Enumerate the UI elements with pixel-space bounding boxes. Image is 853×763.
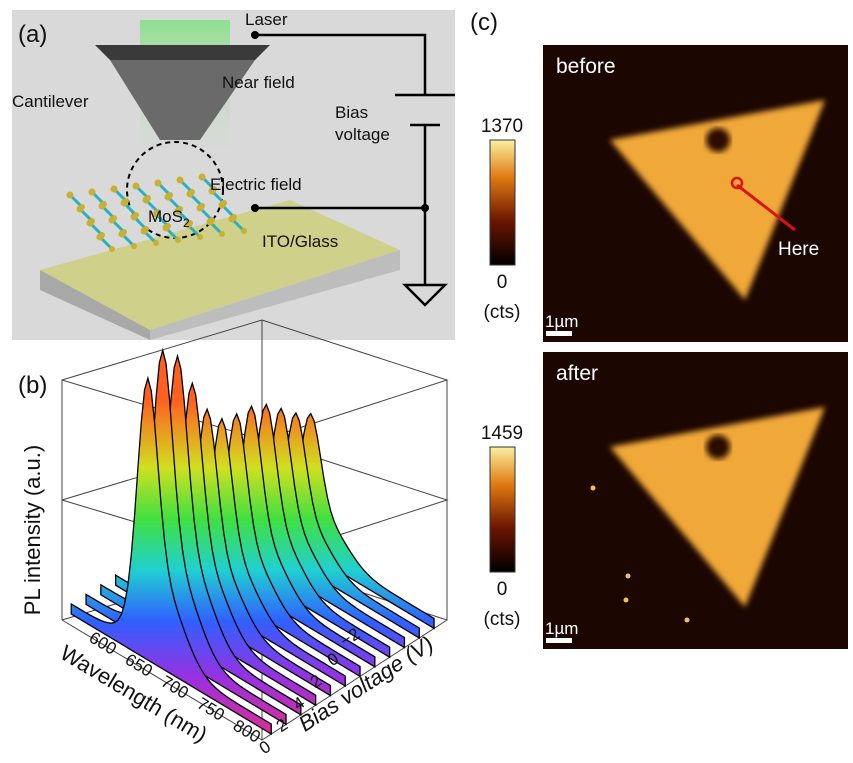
atom	[164, 193, 172, 201]
marker-label: Here	[778, 239, 819, 260]
flake	[610, 100, 825, 300]
atom	[228, 215, 236, 223]
atom	[208, 187, 216, 195]
colorbar-max: 1370	[481, 116, 523, 137]
image-title: after	[556, 362, 598, 385]
atom	[184, 221, 192, 229]
cantilever-top	[95, 45, 270, 60]
panel-label: (a)	[18, 21, 47, 48]
spectrum	[70, 375, 272, 736]
colorbar-unit: (cts)	[484, 302, 521, 323]
defect	[706, 128, 730, 152]
atom	[76, 205, 84, 213]
atom	[162, 224, 170, 232]
label: Electric field	[210, 175, 302, 194]
atom	[131, 243, 137, 249]
atom	[140, 227, 148, 235]
images: before 1µm 1370 0 (cts) after 1µm 1459 0 (cts) Her…	[481, 45, 848, 649]
atom	[152, 210, 160, 218]
z-tick-label: 0	[256, 737, 274, 758]
label: Bias	[335, 103, 368, 122]
marker	[730, 176, 744, 190]
axis-label: PL intensity (a.u.)	[20, 445, 45, 615]
colorbar	[489, 446, 516, 573]
colorbar-min: 0	[497, 579, 508, 600]
scale-bar	[546, 638, 572, 643]
atom	[88, 188, 96, 196]
defect	[706, 435, 730, 459]
atom	[66, 191, 74, 199]
atom	[108, 216, 116, 224]
mos2-lattice	[66, 173, 247, 252]
atom	[219, 231, 225, 237]
circuit	[255, 33, 455, 307]
atom	[176, 176, 184, 184]
colorbar-min: 0	[497, 272, 508, 293]
colorbar-unit: (cts)	[484, 609, 521, 630]
panel-label: (c)	[470, 9, 498, 36]
atom	[186, 190, 194, 198]
node	[251, 204, 259, 212]
particle	[684, 617, 690, 623]
z-tick-label: 2	[273, 715, 291, 736]
marker-line	[736, 183, 796, 232]
particle	[625, 573, 631, 579]
atom	[175, 237, 181, 243]
cantilever-tip	[110, 60, 255, 140]
waterfall	[70, 347, 435, 736]
atom	[96, 233, 104, 241]
atom	[142, 196, 150, 204]
substrate-side	[40, 270, 150, 340]
label: MoS	[148, 207, 183, 226]
atom	[132, 182, 140, 190]
flake	[610, 407, 825, 607]
scale-label: 1µm	[545, 619, 578, 638]
atom	[154, 179, 162, 187]
label: ITO/Glass	[262, 232, 338, 251]
image-title: before	[556, 55, 616, 78]
scale-label: 1µm	[545, 312, 578, 331]
label: Cantilever	[12, 92, 89, 111]
atom	[130, 213, 138, 221]
colorbar-max: 1459	[481, 423, 523, 444]
atom	[218, 201, 226, 209]
atom	[110, 185, 118, 193]
particle	[623, 597, 629, 603]
label: Laser	[245, 10, 288, 29]
atom	[196, 204, 204, 212]
subscript: 2	[183, 216, 190, 230]
atom	[198, 173, 206, 181]
atom	[241, 228, 247, 234]
atom	[174, 207, 182, 215]
node	[251, 31, 259, 39]
atom	[86, 219, 94, 227]
label: voltage	[335, 125, 390, 144]
atom	[153, 240, 159, 246]
particle	[590, 485, 596, 491]
substrate-top	[40, 200, 400, 330]
atom	[197, 234, 203, 240]
atom	[118, 230, 126, 238]
colorbar	[489, 139, 516, 266]
label: Near field	[222, 73, 295, 92]
label: MoS2	[148, 207, 190, 230]
node	[421, 204, 429, 212]
atom	[98, 202, 106, 210]
atom	[206, 218, 214, 226]
scale-bar	[546, 331, 572, 336]
atom	[120, 199, 128, 207]
atom	[109, 246, 115, 252]
panel-label: (b)	[18, 372, 47, 399]
substrate-front	[150, 250, 400, 340]
